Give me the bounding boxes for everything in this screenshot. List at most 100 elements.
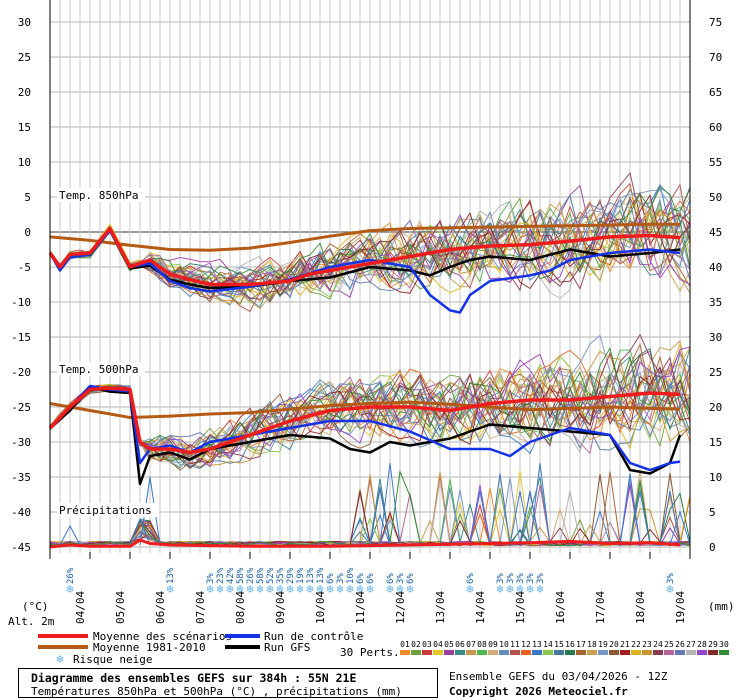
- climo-850-line: [49, 222, 680, 252]
- snow-risk-item: ❄26%: [66, 567, 76, 596]
- snow-risk-pct: 35%: [276, 567, 286, 584]
- date-label: 09/04: [274, 591, 287, 624]
- copyright: Copyright 2026 Meteociel.fr: [449, 685, 628, 698]
- snow-risk-item: ❄3%: [396, 573, 406, 596]
- pert-color-swatch: [719, 650, 729, 655]
- pert-color-swatch: [642, 650, 652, 655]
- date-label: 10/04: [314, 591, 327, 624]
- pert-number-label: 24: [653, 640, 663, 649]
- snow-risk-item: ❄6%: [386, 573, 396, 596]
- pert-color-swatch: [686, 650, 696, 655]
- pert-number-label: 23: [642, 640, 652, 649]
- pert-color-swatch: [499, 650, 509, 655]
- snow-risk-pct: 52%: [266, 567, 276, 584]
- perturbation-line-t500: [49, 381, 691, 463]
- pert-color-swatch: [455, 650, 465, 655]
- pert-number-label: 27: [686, 640, 696, 649]
- date-label: 05/04: [114, 591, 127, 624]
- snow-risk-pct: 42%: [226, 567, 236, 584]
- right-tick-label: 15: [709, 436, 722, 449]
- perturbation-line-t500: [49, 352, 691, 471]
- left-tick-label: -15: [11, 331, 31, 344]
- legend-climo-label: Moyenne 1981-2010: [93, 641, 206, 654]
- pert-color-swatch: [466, 650, 476, 655]
- section-label-bg: [57, 503, 159, 517]
- pert-color-swatch: [675, 650, 685, 655]
- snow-risk-pct: 6%: [356, 573, 366, 584]
- snow-risk-item: ❄58%: [256, 567, 266, 596]
- snow-risk-row: ❄26%❄13%❄3%❄23%❄42%❄58%❄26%❄58%❄52%❄35%❄…: [66, 567, 676, 596]
- right-tick-label: 5: [709, 506, 716, 519]
- snow-risk-pct: 3%: [516, 573, 526, 584]
- snowflake-icon: ❄: [356, 582, 363, 596]
- pert-number-label: 05: [444, 640, 454, 649]
- date-label: 15/04: [514, 591, 527, 624]
- snowflake-icon: ❄: [316, 582, 323, 596]
- left-tick-label: 0: [24, 226, 31, 239]
- snowflake-icon: ❄: [536, 582, 543, 596]
- legend-gfs-label: Run GFS: [264, 641, 310, 654]
- right-unit-label: (mm): [708, 600, 735, 613]
- pert-number-label: 15: [554, 640, 564, 649]
- pert-number-label: 01: [400, 640, 410, 649]
- pert-number-label: 28: [697, 640, 707, 649]
- date-label: 06/04: [154, 591, 167, 624]
- perturbation-line-t850: [49, 171, 691, 300]
- snow-risk-item: ❄6%: [466, 573, 476, 596]
- date-label: 04/04: [74, 591, 87, 624]
- run-info: Ensemble GEFS du 03/04/2026 - 12Z: [449, 670, 668, 683]
- left-tick-label: 10: [18, 156, 31, 169]
- snow-risk-pct: 13%: [316, 567, 326, 584]
- snow-risk-item: ❄13%: [166, 567, 176, 596]
- snow-risk-item: ❄3%: [506, 573, 516, 596]
- snow-risk-item: ❄3%: [666, 573, 676, 596]
- snowflake-icon: ❄: [326, 582, 333, 596]
- section-label: Temp. 850hPa: [59, 189, 138, 202]
- left-tick-label: -10: [11, 296, 31, 309]
- right-tick-label: 50: [709, 191, 722, 204]
- snow-risk-item: ❄35%: [276, 567, 286, 596]
- snow-risk-pct: 3%: [336, 573, 346, 584]
- pert-color-swatch: [488, 650, 498, 655]
- pert-color-swatch: [532, 650, 542, 655]
- mean-500-line: [48, 386, 681, 455]
- precip-spike: [129, 517, 151, 546]
- pert-color-swatch: [631, 650, 641, 655]
- main-series-lines: [48, 222, 682, 549]
- left-tick-label: 15: [18, 121, 31, 134]
- pert-number-label: 08: [477, 640, 487, 649]
- right-tick-label: 75: [709, 16, 722, 29]
- snow-risk-pct: 19%: [296, 567, 306, 584]
- mean-precip-line: [49, 538, 681, 549]
- snowflake-icon: ❄: [166, 582, 173, 596]
- pert-color-swatch: [598, 650, 608, 655]
- pert-color-swatch: [510, 650, 520, 655]
- pert-number-label: 25: [664, 640, 674, 649]
- snow-risk-pct: 3%: [206, 573, 216, 584]
- snow-risk-pct: 23%: [216, 567, 226, 584]
- date-label: 11/04: [354, 591, 367, 624]
- pert-color-swatch: [477, 650, 487, 655]
- snow-risk-pct: 13%: [166, 567, 176, 584]
- snow-risk-pct: 6%: [326, 573, 336, 584]
- snowflake-icon: ❄: [306, 582, 313, 596]
- section-label: Temp. 500hPa: [59, 363, 138, 376]
- perturbation-line-t500: [49, 365, 691, 460]
- footer-title-box: Diagramme des ensembles GEFS sur 384h : …: [18, 668, 438, 698]
- pert-number-label: 02: [411, 640, 421, 649]
- precip-spike: [529, 462, 551, 545]
- pert-color-swatch: [521, 650, 531, 655]
- snowflake-icon: ❄: [466, 582, 473, 596]
- snow-risk-item: ❄3%: [206, 573, 216, 596]
- snow-risk-pct: 58%: [256, 567, 266, 584]
- snow-risk-pct: 10%: [346, 567, 356, 584]
- left-unit-label: (°C): [22, 600, 49, 613]
- snowflake-icon: ❄: [516, 582, 523, 596]
- perturbation-line-t500: [49, 364, 691, 460]
- snowflake-icon: ❄: [236, 582, 243, 596]
- snow-risk-item: ❄26%: [246, 567, 256, 596]
- right-tick-label: 0: [709, 541, 716, 554]
- snowflake-icon: ❄: [496, 582, 503, 596]
- snowflake-icon: ❄: [266, 582, 273, 596]
- left-tick-label: -25: [11, 401, 31, 414]
